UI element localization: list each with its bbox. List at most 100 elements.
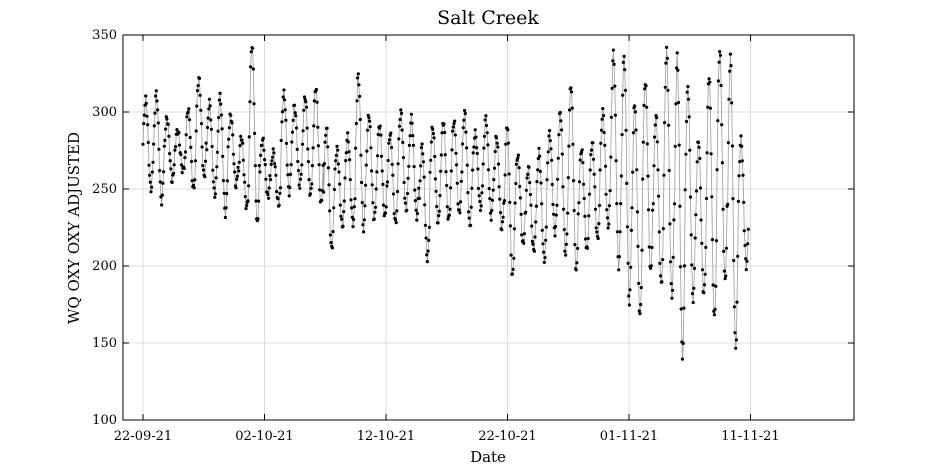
data-point	[438, 194, 442, 198]
data-point	[681, 341, 685, 345]
data-point	[733, 331, 737, 335]
data-point	[707, 77, 711, 81]
data-point	[431, 127, 435, 131]
data-point	[409, 112, 413, 116]
data-point	[322, 162, 326, 166]
data-point	[238, 144, 242, 148]
data-point	[410, 121, 414, 125]
data-point	[480, 184, 485, 188]
data-point	[339, 214, 343, 218]
data-point	[686, 97, 691, 101]
plot-frame	[122, 34, 855, 421]
data-point	[539, 181, 543, 185]
data-point	[742, 229, 746, 233]
data-point	[495, 141, 499, 145]
data-point	[195, 89, 200, 93]
data-point	[184, 133, 188, 137]
data-point	[706, 105, 710, 109]
data-point	[150, 185, 154, 189]
data-point	[657, 230, 661, 234]
data-point	[207, 97, 211, 101]
data-point	[378, 124, 382, 128]
data-point	[364, 163, 368, 167]
data-point	[380, 169, 384, 173]
data-point	[635, 210, 640, 214]
data-point	[688, 148, 692, 152]
data-point	[247, 135, 251, 139]
data-point	[660, 280, 664, 284]
data-point	[613, 84, 617, 88]
data-point	[700, 241, 704, 245]
data-point	[734, 338, 739, 342]
data-point	[553, 234, 557, 238]
data-point	[293, 111, 297, 115]
data-point	[715, 168, 719, 172]
data-point	[398, 117, 402, 122]
data-point	[252, 102, 256, 106]
data-point	[478, 199, 482, 204]
data-point	[630, 206, 634, 210]
data-point	[192, 186, 196, 190]
data-point	[437, 209, 441, 213]
data-point	[704, 196, 709, 201]
data-point	[457, 208, 461, 212]
data-point	[342, 199, 346, 203]
data-point	[405, 191, 410, 196]
data-point	[236, 165, 240, 169]
data-point	[282, 88, 286, 92]
data-point	[333, 167, 337, 171]
data-point	[475, 151, 479, 156]
data-point	[621, 93, 625, 97]
data-point	[213, 192, 217, 196]
data-point	[267, 186, 271, 190]
data-point	[337, 170, 341, 174]
data-point	[508, 200, 512, 204]
data-point	[273, 162, 277, 166]
data-point	[554, 224, 558, 229]
data-point	[609, 155, 613, 159]
data-point	[406, 176, 410, 180]
data-point	[451, 125, 455, 129]
data-point	[217, 98, 221, 102]
data-point	[528, 181, 532, 185]
data-point	[589, 153, 593, 157]
data-point	[336, 162, 340, 166]
data-point	[447, 213, 451, 217]
data-point	[162, 170, 166, 174]
data-point	[521, 239, 525, 243]
data-point	[450, 148, 454, 152]
data-point	[574, 268, 578, 272]
data-point	[230, 121, 234, 125]
data-point	[156, 108, 160, 112]
data-point	[605, 208, 609, 212]
data-point	[565, 232, 569, 236]
data-point	[580, 148, 584, 152]
data-point	[599, 128, 604, 132]
data-point	[412, 165, 416, 169]
data-point	[577, 201, 581, 205]
data-point	[203, 159, 208, 163]
data-point	[726, 202, 730, 206]
data-point	[711, 283, 715, 287]
data-point	[720, 161, 725, 165]
data-point	[394, 221, 398, 225]
data-point	[651, 202, 655, 206]
data-point	[429, 140, 433, 144]
x-tick-label: 11-11-21	[721, 429, 779, 444]
data-point	[177, 131, 181, 135]
data-point	[512, 227, 517, 231]
data-point	[476, 167, 480, 171]
data-point	[687, 115, 691, 119]
data-point	[635, 168, 639, 172]
data-point	[604, 192, 608, 196]
data-point	[449, 169, 453, 173]
data-point	[528, 192, 533, 197]
data-point	[691, 300, 695, 305]
data-point	[183, 150, 188, 154]
data-point	[564, 242, 568, 246]
data-point	[625, 225, 630, 229]
data-point	[736, 199, 741, 203]
data-point	[534, 220, 538, 224]
data-point	[546, 150, 550, 154]
data-point	[151, 160, 155, 164]
